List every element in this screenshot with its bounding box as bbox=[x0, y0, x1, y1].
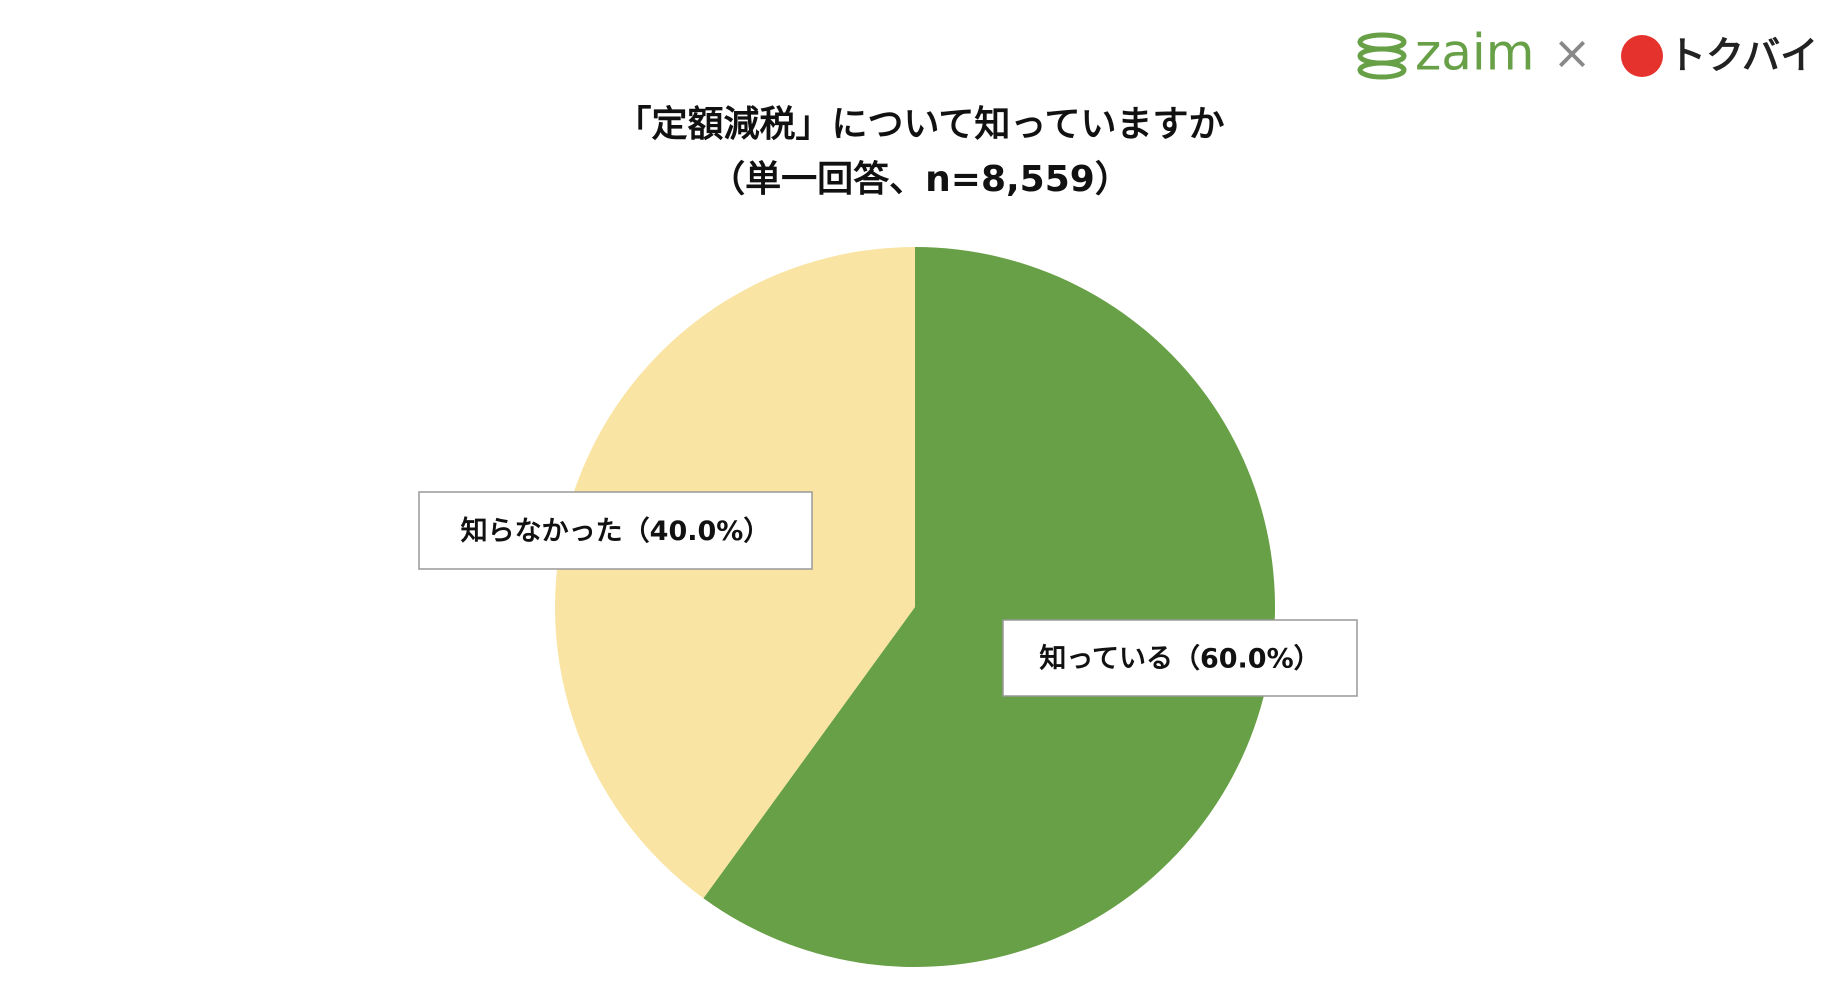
tokubai-logo: トクバイ bbox=[1621, 34, 1818, 78]
label-box bbox=[1002, 619, 1358, 697]
label-box bbox=[418, 491, 813, 570]
logo-text: zaim bbox=[1415, 24, 1534, 82]
zaim-logo: zaim bbox=[1357, 24, 1534, 82]
data-label: 知っている（60.0%） bbox=[1039, 644, 1320, 675]
chart-subtitle: （単一回答、n=8,559） bbox=[709, 159, 1131, 200]
pie-slice bbox=[555, 247, 915, 899]
data-label: 知らなかった（40.0%） bbox=[461, 516, 771, 547]
logo-separator: × bbox=[1553, 26, 1592, 80]
logo-text: トクバイ bbox=[1668, 34, 1818, 78]
chart-title: 「定額減税」について知っていますか bbox=[615, 104, 1224, 145]
pie-slice bbox=[703, 247, 1276, 967]
logo-icon bbox=[1621, 35, 1663, 77]
logo-icon bbox=[1357, 60, 1407, 80]
